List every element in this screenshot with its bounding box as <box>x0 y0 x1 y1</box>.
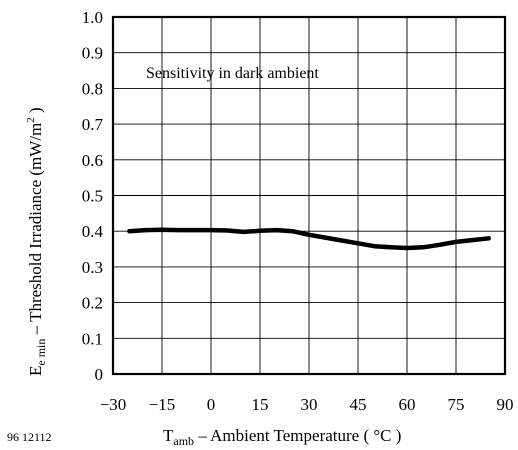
annotation: Sensitivity in dark ambient <box>146 65 319 82</box>
x-axis-label-rest: – Ambient Temperature ( °C ) <box>194 426 401 445</box>
x-axis-label: Tamb – Ambient Temperature ( °C ) <box>163 426 401 448</box>
y-tick-label: 0.2 <box>82 294 103 313</box>
y-tick-label: 0.7 <box>82 115 104 134</box>
y-tick-label: 0.3 <box>82 258 103 277</box>
y-axis-label-sub: e min <box>34 339 48 366</box>
y-tick-label: 0.6 <box>82 151 103 170</box>
x-tick-label: 45 <box>350 395 367 414</box>
x-axis-label-sub: amb <box>173 434 194 448</box>
x-tick-label: 0 <box>207 395 216 414</box>
y-axis-label-rest: – Threshold Irradiance (mW/m <box>26 123 45 339</box>
y-axis-label-sup: 2 <box>25 117 37 123</box>
x-tick-label: 90 <box>497 395 514 414</box>
y-tick-label: 0.4 <box>82 222 104 241</box>
series-line <box>127 227 491 251</box>
figure-id: 96 12112 <box>7 430 52 444</box>
tick-labels: −30 −15 0 15 30 45 60 75 90 0 0.1 0.2 0.3 0.4 0.5 0.6 0.… <box>82 8 514 414</box>
x-tick-label: 75 <box>448 395 465 414</box>
x-tick-label: −15 <box>149 395 176 414</box>
y-tick-label: 0.1 <box>82 329 103 348</box>
y-tick-label: 0 <box>95 365 104 384</box>
x-axis-label-main: T <box>163 426 174 445</box>
y-tick-label: 0.9 <box>82 44 103 63</box>
x-tick-label: 30 <box>301 395 318 414</box>
x-tick-label: 60 <box>399 395 416 414</box>
series-layer <box>127 227 491 251</box>
y-axis-label-close: ) <box>26 107 45 117</box>
plot-frame <box>111 15 507 376</box>
y-axis-label: Ee min – Threshold Irradiance (mW/m2 ) <box>25 107 48 376</box>
y-tick-label: 0.8 <box>82 79 103 98</box>
x-tick-label: −30 <box>100 395 127 414</box>
y-tick-label: 1.0 <box>82 8 103 27</box>
y-tick-label: 0.5 <box>82 187 103 206</box>
y-axis-label-main: E <box>26 366 45 376</box>
x-tick-label: 15 <box>252 395 269 414</box>
